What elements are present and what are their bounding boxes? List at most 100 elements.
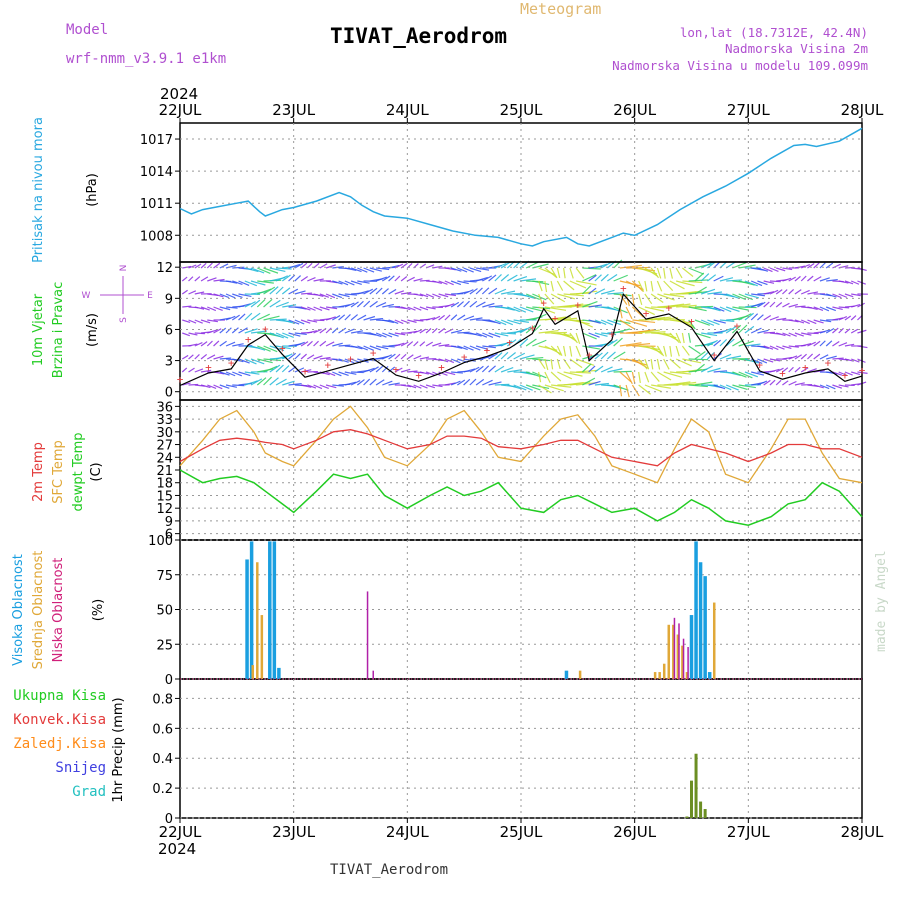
wind-arrow bbox=[275, 345, 291, 350]
wind-arrow bbox=[800, 319, 810, 325]
wind-arrow bbox=[300, 275, 308, 282]
time-label-bottom: 22JUL bbox=[159, 823, 202, 841]
wind-arrow bbox=[482, 379, 493, 386]
wind-arrow bbox=[344, 371, 357, 375]
wind-arrow bbox=[444, 371, 456, 376]
wind-arrow bbox=[357, 314, 367, 321]
wind-arrow bbox=[513, 275, 528, 282]
wind-arrow bbox=[632, 329, 655, 334]
wind-arrow bbox=[644, 267, 658, 277]
wind-arrow bbox=[763, 315, 772, 321]
wind-arrow bbox=[332, 358, 344, 362]
wind-arrow bbox=[481, 365, 490, 373]
wind-arrow bbox=[438, 371, 448, 376]
wind-arrow bbox=[650, 358, 654, 370]
wind-arrow bbox=[625, 319, 648, 327]
wind-arrow bbox=[306, 340, 313, 347]
cloud-bar bbox=[272, 541, 277, 679]
wind-arrow bbox=[263, 286, 276, 295]
y-tick-label: 15 bbox=[156, 489, 173, 504]
wind-arrow bbox=[313, 328, 322, 334]
wind-arrow bbox=[763, 345, 774, 350]
wind-arrow bbox=[538, 280, 543, 292]
wind-arrow bbox=[332, 342, 343, 347]
wind-arrow bbox=[725, 306, 740, 313]
wind-arrow bbox=[582, 300, 598, 308]
wind-arrow bbox=[500, 367, 514, 373]
wind-arrow bbox=[763, 379, 771, 386]
wind-arrow bbox=[844, 371, 853, 376]
wind-arrow bbox=[494, 365, 505, 373]
wind-arrow bbox=[707, 339, 718, 347]
wind-arrow bbox=[219, 293, 230, 299]
wind-arrow bbox=[388, 275, 395, 282]
footer-title: TIVAT_Aerodrom bbox=[330, 862, 448, 878]
wind-arrow bbox=[307, 384, 317, 389]
wind-arrow bbox=[644, 358, 650, 370]
wind-arrow bbox=[275, 364, 284, 373]
wind-arrow bbox=[725, 293, 740, 300]
wind-arrow bbox=[451, 371, 463, 374]
wind-arrow bbox=[700, 319, 715, 326]
wind-arrow bbox=[250, 299, 261, 308]
wind-arrow bbox=[350, 267, 362, 273]
wind-arrow bbox=[250, 267, 265, 274]
wind-arrow bbox=[432, 384, 443, 388]
wind-arrow bbox=[719, 353, 732, 360]
wind-arrow bbox=[838, 342, 848, 347]
cloud-bar bbox=[256, 562, 259, 679]
wind-arrow bbox=[219, 384, 230, 389]
wind-arrow bbox=[550, 345, 562, 356]
wind-arrow bbox=[638, 306, 655, 316]
wind-arrow bbox=[244, 328, 258, 334]
wind-arrow bbox=[194, 319, 203, 324]
wind-arrow bbox=[782, 345, 792, 349]
wind-arrow bbox=[700, 288, 716, 295]
gust-marker: + bbox=[245, 333, 252, 346]
wind-arrow bbox=[513, 384, 527, 391]
wind-arrow bbox=[438, 343, 450, 347]
wind-arrow bbox=[238, 371, 251, 377]
wind-arrow bbox=[507, 339, 517, 347]
wind-arrow bbox=[288, 352, 297, 360]
wind-arrow bbox=[713, 384, 726, 390]
wind-arrow bbox=[463, 378, 471, 386]
cloud-bar bbox=[685, 672, 689, 679]
wind-arrow bbox=[194, 332, 205, 335]
wind-arrow bbox=[807, 341, 816, 347]
pressure-unit: (hPa) bbox=[85, 173, 100, 207]
wind-arrow bbox=[707, 367, 721, 373]
wind-arrow bbox=[757, 267, 769, 272]
wind-arrow bbox=[694, 286, 707, 295]
wind-arrow bbox=[775, 345, 785, 350]
wind-arrow bbox=[726, 355, 742, 360]
wind-arrow bbox=[607, 273, 618, 282]
wind-arrow bbox=[219, 306, 231, 311]
wind-arrow bbox=[625, 371, 633, 385]
wind-arrow bbox=[194, 354, 200, 360]
y-tick-label: 24 bbox=[156, 451, 173, 466]
y-tick-label: 0.6 bbox=[152, 722, 173, 737]
wind-arrow bbox=[769, 280, 781, 283]
wind-arrow bbox=[838, 293, 848, 298]
wind-arrow bbox=[419, 341, 426, 347]
wind-arrow bbox=[288, 274, 296, 282]
wind-arrow bbox=[613, 384, 629, 391]
wind-arrow bbox=[181, 289, 188, 295]
wind-arrow bbox=[607, 339, 618, 347]
wind-arrow bbox=[376, 267, 390, 271]
wind-arrow bbox=[657, 317, 678, 321]
wind-arrow bbox=[619, 342, 642, 347]
wind-arrow bbox=[450, 314, 458, 321]
wind-arrow bbox=[294, 262, 304, 269]
wind-arrow bbox=[600, 289, 615, 295]
wind-arrow bbox=[726, 279, 743, 282]
wind-arrow bbox=[482, 275, 493, 282]
wind-arrow bbox=[813, 319, 824, 324]
wind-arrow bbox=[650, 293, 664, 303]
wind-arrow bbox=[688, 291, 708, 295]
wind-arrow bbox=[751, 293, 765, 297]
wind-arrow bbox=[507, 369, 523, 373]
wind-arrow bbox=[332, 293, 343, 299]
wind-arrow bbox=[300, 341, 309, 347]
